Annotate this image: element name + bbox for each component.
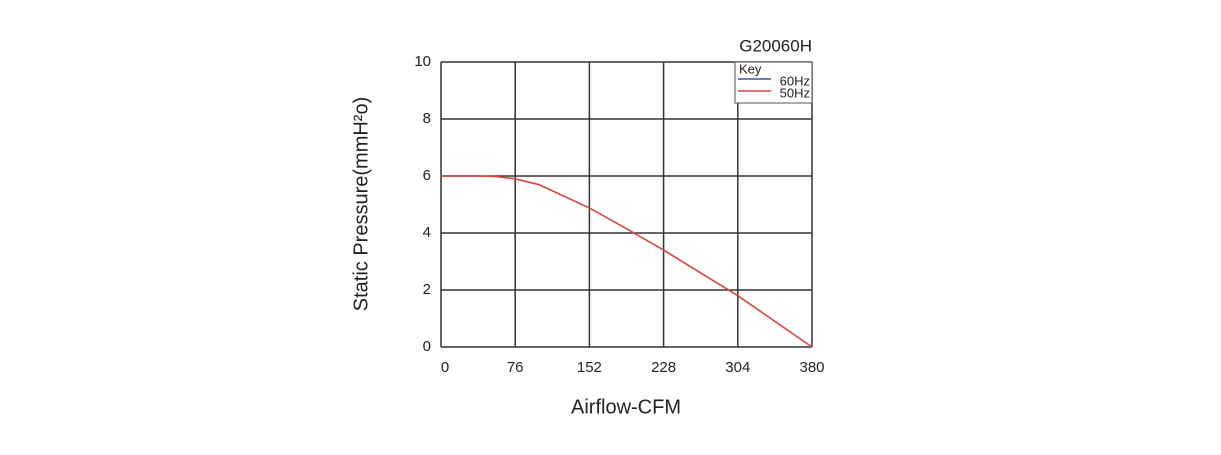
y-tick-label: 0	[423, 338, 431, 355]
x-axis-label: Airflow-CFM	[571, 396, 681, 418]
x-tick-label: 76	[507, 359, 524, 376]
legend-label: 50Hz	[780, 85, 810, 100]
y-axis-label: Static Pressure(mmH²o)	[350, 97, 372, 311]
x-tick-label: 228	[651, 359, 676, 376]
legend-box	[734, 61, 813, 104]
series-line	[441, 175, 813, 348]
chart-title: G20060H	[739, 36, 812, 55]
y-tick-label: 10	[414, 53, 431, 70]
y-tick-label: 4	[423, 224, 431, 241]
y-tick-label: 6	[423, 167, 431, 184]
x-tick-label: 304	[725, 359, 750, 376]
x-tick-label: 152	[577, 359, 602, 376]
legend-label: 60Hz	[780, 73, 810, 88]
y-tick-label: 8	[423, 110, 431, 127]
y-tick-label: 2	[423, 281, 431, 298]
legend-title: Key	[739, 61, 762, 76]
x-tick-label: 380	[799, 359, 824, 376]
x-tick-label: 0	[441, 359, 449, 376]
